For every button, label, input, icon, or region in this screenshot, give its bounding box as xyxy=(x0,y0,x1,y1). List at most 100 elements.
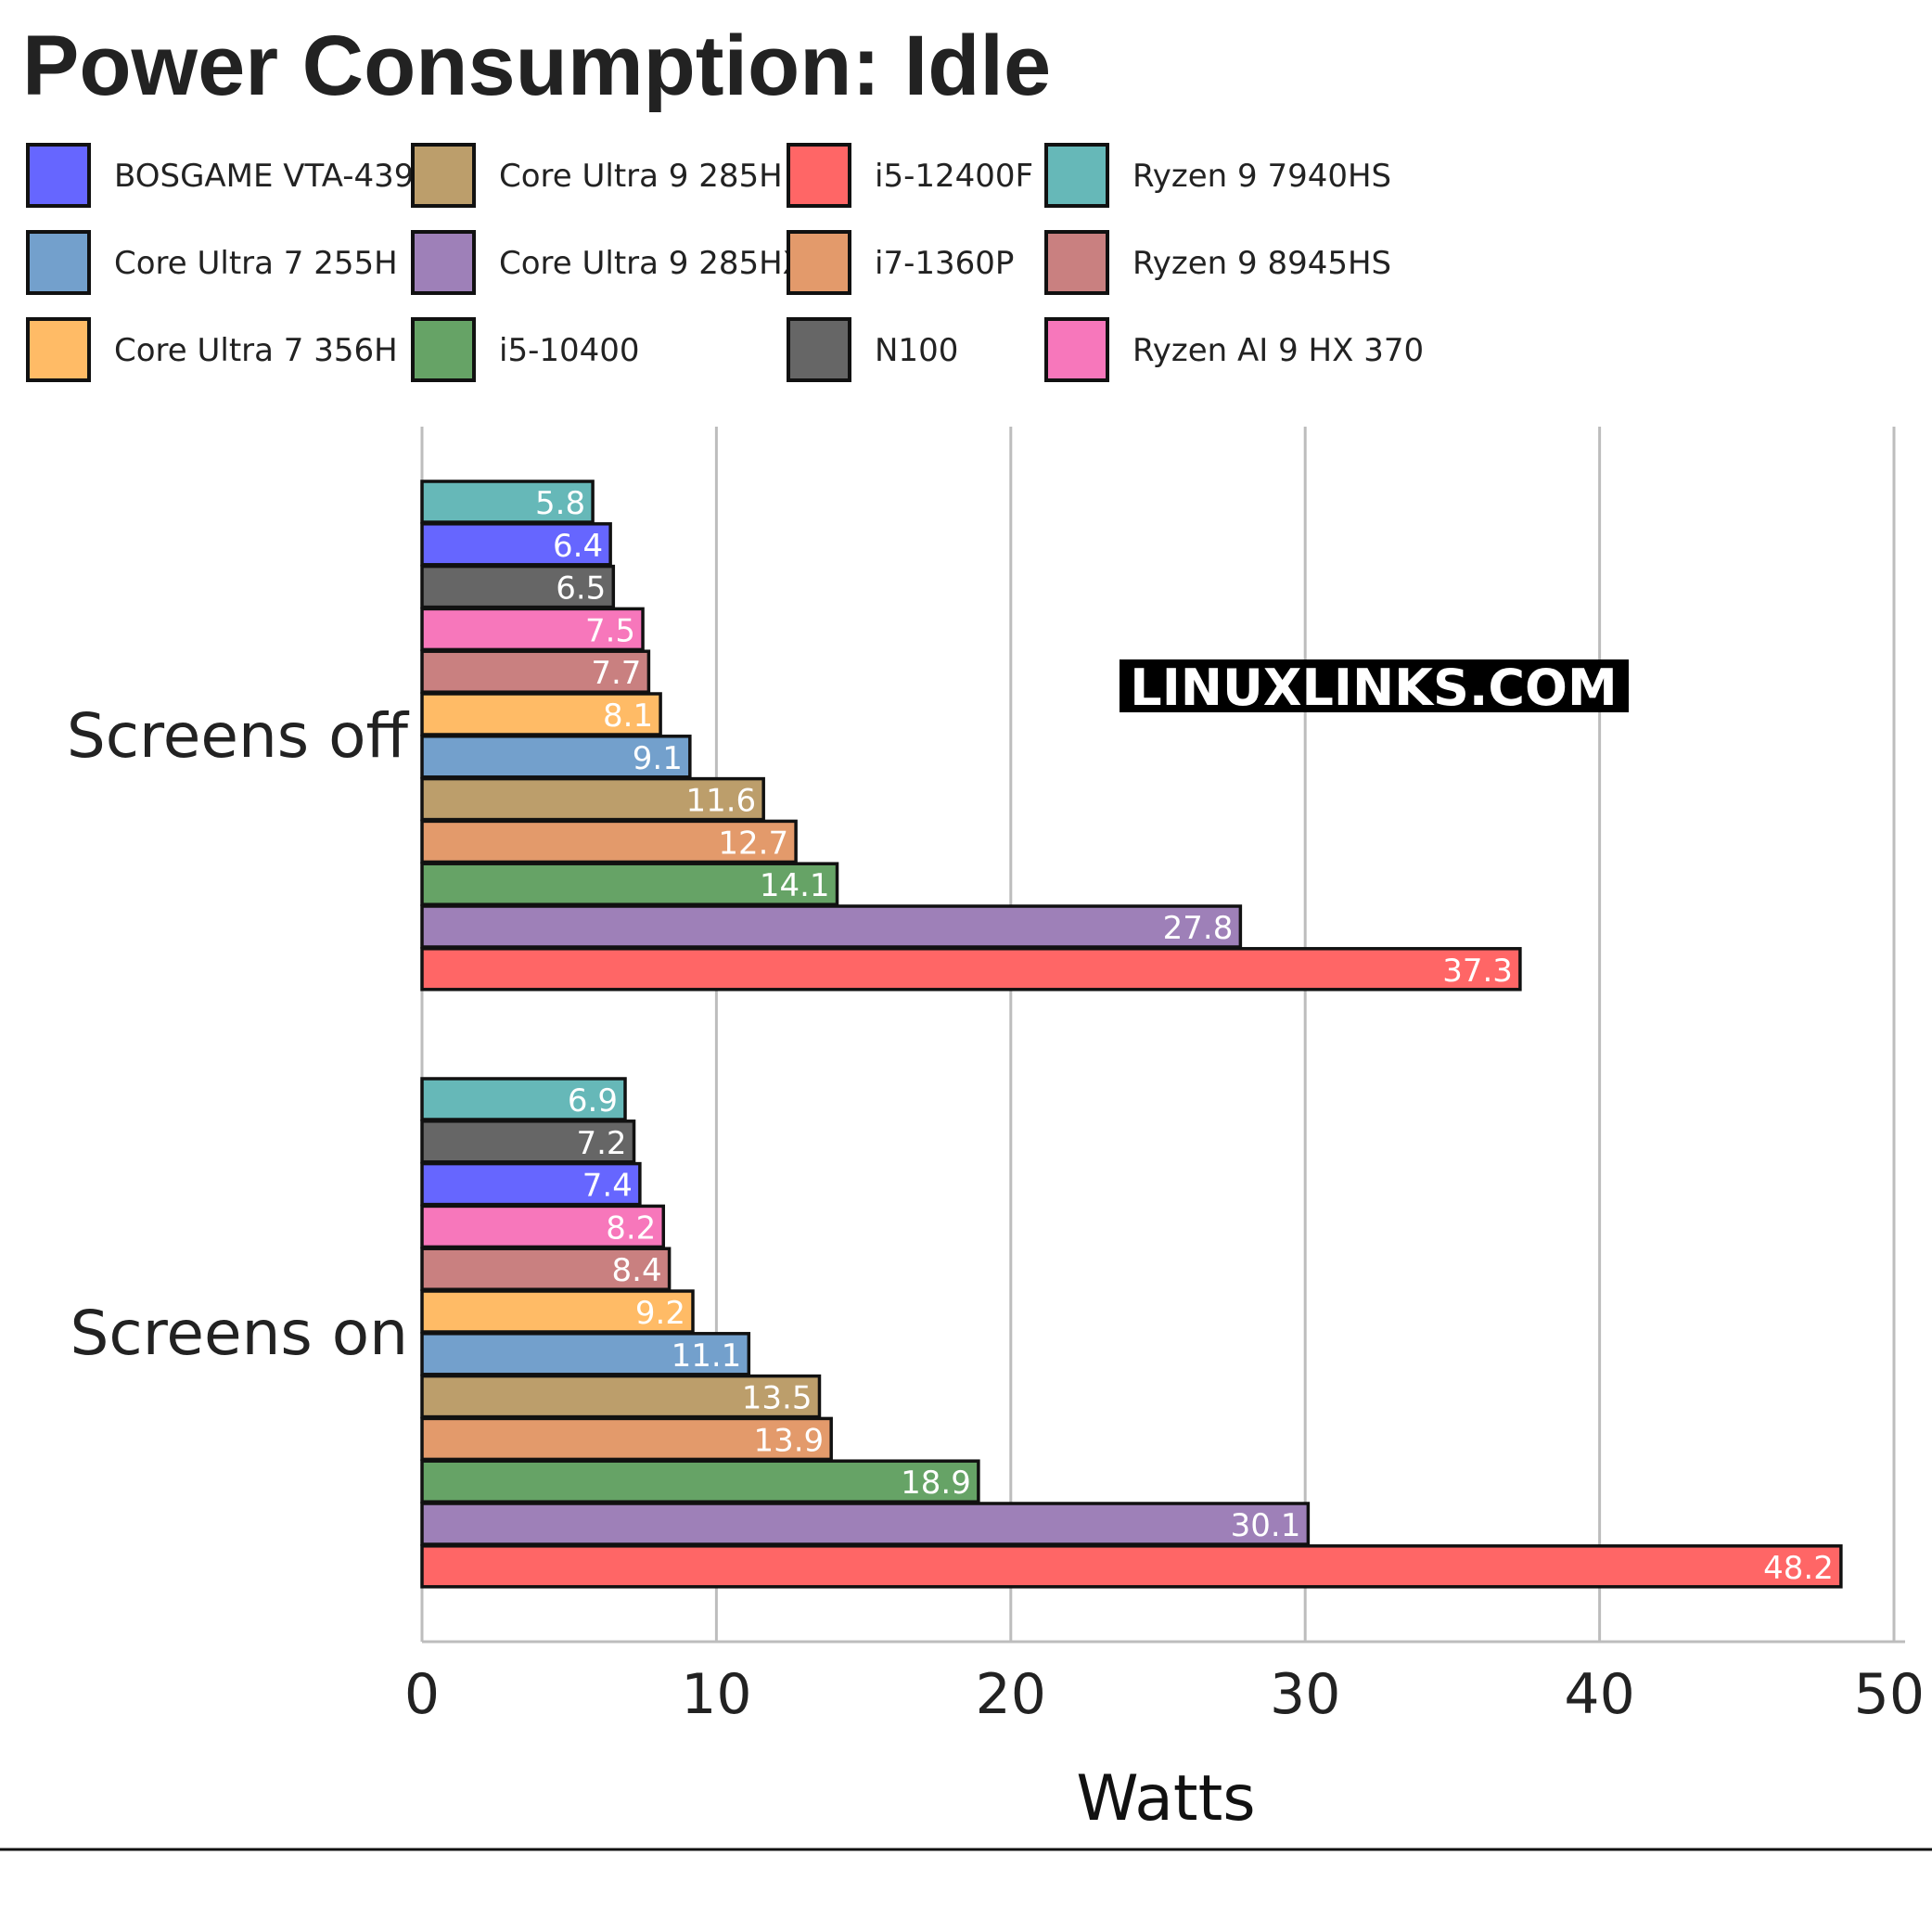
category-label: Screens off xyxy=(67,700,410,772)
legend-label: Ryzen 9 8945HS xyxy=(1132,245,1391,282)
bar-value-label: 9.2 xyxy=(635,1295,685,1332)
legend-item-bosgame-vta-439: BOSGAME VTA-439 xyxy=(26,143,414,208)
bar-value-label: 5.8 xyxy=(535,485,585,522)
bar-i7-1360p xyxy=(420,1416,833,1462)
legend-label: Core Ultra 9 285HX xyxy=(499,245,804,282)
bar-value-label: 8.4 xyxy=(612,1252,662,1289)
bar-ryzen-9-8945hs xyxy=(420,649,651,694)
x-tick-label: 50 xyxy=(1854,1662,1925,1727)
legend-item-core-ultra-9-285h: Core Ultra 9 285H xyxy=(411,143,783,208)
legend-swatch xyxy=(411,317,476,382)
group-screens-off: 5.8 6.4 6.5 7.5 7.7 8.1 9.111.6 12.7 14.1 27.8 37.… xyxy=(67,480,1522,992)
bar-value-label: 6.4 xyxy=(553,528,603,565)
legend-item-core-ultra-7-356h: Core Ultra 7 356H xyxy=(26,317,398,382)
bar-core-ultra-9-285h xyxy=(420,1374,822,1419)
group-screens-on: 6.9 7.2 7.4 8.2 8.4 9.2 11.113.5 13.9 18.9 30.1 48… xyxy=(70,1077,1843,1589)
legend-swatch xyxy=(411,143,476,208)
legend-item-core-ultra-7-255h: Core Ultra 7 255H xyxy=(26,230,398,295)
bar-value-label: 27.8 xyxy=(1163,910,1234,947)
bar-value-label: 30.1 xyxy=(1231,1507,1301,1544)
bar-value-label: 7.2 xyxy=(576,1125,626,1162)
bar-groups: 5.8 6.4 6.5 7.5 7.7 8.1 9.111.6 12.7 14.1 27.8 37.… xyxy=(67,480,1843,1589)
legend-label: i5-12400F xyxy=(875,158,1033,195)
legend-swatch xyxy=(26,230,91,295)
bar-i7-1360p xyxy=(420,819,798,864)
legend-item-core-ultra-9-285hx: Core Ultra 9 285HX xyxy=(411,230,804,295)
legend-item-i5-12400f: i5-12400F xyxy=(787,143,1033,208)
legend-label: Ryzen 9 7940HS xyxy=(1132,158,1391,195)
bar-value-label: 6.5 xyxy=(556,570,606,608)
bar-value-label: 14.1 xyxy=(760,867,830,904)
bar-value-label: 8.1 xyxy=(603,697,653,735)
bar-ryzen-ai-9-hx-370 xyxy=(420,607,645,652)
x-axis-title: Watts xyxy=(1076,1762,1255,1836)
legend-label: N100 xyxy=(875,332,958,369)
bar-core-ultra-7-356h xyxy=(420,1289,695,1334)
bar-value-label: 7.5 xyxy=(585,612,635,649)
bar-n100 xyxy=(420,1120,636,1164)
watermark-background xyxy=(1120,659,1629,712)
x-tick-label: 30 xyxy=(1270,1662,1340,1727)
bar-value-label: 13.9 xyxy=(753,1422,824,1459)
x-axis: 0 10 20 30 40 50 xyxy=(404,1640,1925,1727)
bar-i5-12400f xyxy=(420,1544,1843,1589)
bar-i5-10400 xyxy=(420,1459,980,1503)
bar-value-label: 7.4 xyxy=(582,1168,633,1205)
x-tick-label: 0 xyxy=(404,1662,440,1727)
x-tick-label: 40 xyxy=(1564,1662,1634,1727)
bar-core-ultra-9-285hx xyxy=(420,1502,1311,1546)
bar-value-label: 48.2 xyxy=(1763,1550,1834,1587)
legend-swatch xyxy=(1044,143,1109,208)
legend-item-ryzen-9-7940hs: Ryzen 9 7940HS xyxy=(1044,143,1391,208)
legend-item-i5-10400: i5-10400 xyxy=(411,317,640,382)
legend: BOSGAME VTA-439 Core Ultra 9 285H i5-12400… xyxy=(26,143,1424,382)
legend-item-ryzen-ai-9-hx-370: Ryzen AI 9 HX 370 xyxy=(1044,317,1424,382)
bar-core-ultra-7-255h xyxy=(420,1332,751,1376)
legend-label: BOSGAME VTA-439 xyxy=(114,158,414,195)
bar-ryzen-9-8945hs xyxy=(420,1247,672,1291)
watermark-text: LINUXLINKS.COM xyxy=(1130,659,1617,717)
bar-i5-12400f xyxy=(420,947,1522,992)
legend-label: Core Ultra 9 285H xyxy=(499,158,783,195)
bar-value-label: 7.7 xyxy=(591,655,641,692)
chart-title: Power Consumption: Idle xyxy=(22,19,1051,113)
bar-value-label: 11.1 xyxy=(672,1337,742,1375)
bar-core-ultra-7-356h xyxy=(420,692,662,736)
bar-value-label: 18.9 xyxy=(901,1465,971,1502)
legend-swatch xyxy=(787,143,851,208)
legend-label: i7-1360P xyxy=(875,245,1014,282)
legend-swatch xyxy=(26,143,91,208)
legend-swatch xyxy=(1044,230,1109,295)
bar-value-label: 12.7 xyxy=(718,825,788,862)
legend-label: Core Ultra 7 255H xyxy=(114,245,398,282)
legend-label: i5-10400 xyxy=(499,332,640,369)
bar-value-label: 6.9 xyxy=(568,1082,618,1120)
legend-item-n100: N100 xyxy=(787,317,958,382)
bar-value-label: 9.1 xyxy=(633,740,683,777)
bar-value-label: 8.2 xyxy=(606,1209,656,1247)
legend-swatch xyxy=(1044,317,1109,382)
bar-value-label: 11.6 xyxy=(685,783,756,820)
legend-swatch xyxy=(787,230,851,295)
bar-core-ultra-9-285hx xyxy=(420,904,1243,949)
bar-ryzen-9-7940hs xyxy=(420,1077,627,1121)
bar-i5-10400 xyxy=(420,862,839,906)
legend-item-ryzen-9-8945hs: Ryzen 9 8945HS xyxy=(1044,230,1391,295)
x-tick-label: 20 xyxy=(976,1662,1046,1727)
legend-label: Core Ultra 7 356H xyxy=(114,332,398,369)
legend-label: Ryzen AI 9 HX 370 xyxy=(1132,332,1424,369)
bar-ryzen-9-7940hs xyxy=(420,480,595,524)
legend-swatch xyxy=(411,230,476,295)
bar-bosgame-vta-439 xyxy=(420,1161,642,1207)
legend-swatch xyxy=(26,317,91,382)
bar-core-ultra-7-255h xyxy=(420,735,692,779)
bar-ryzen-ai-9-hx-370 xyxy=(420,1204,666,1249)
watermark: LINUXLINKS.COM xyxy=(1120,659,1629,717)
legend-item-i7-1360p: i7-1360P xyxy=(787,230,1014,295)
bar-core-ultra-9-285h xyxy=(420,776,765,822)
bar-bosgame-vta-439 xyxy=(420,522,612,567)
x-tick-label: 10 xyxy=(681,1662,751,1727)
bar-value-label: 13.5 xyxy=(742,1380,812,1417)
category-label: Screens on xyxy=(70,1298,408,1369)
